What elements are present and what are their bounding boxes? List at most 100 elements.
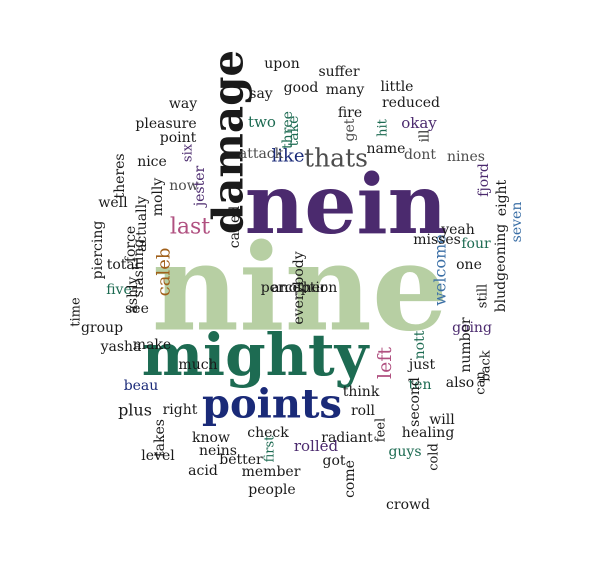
word-member: member <box>242 464 301 480</box>
word-know: know <box>192 430 230 446</box>
word-plus: plus <box>118 401 152 420</box>
word-will: will <box>429 412 455 428</box>
word-dont: dont <box>404 147 436 163</box>
word-thats: thats <box>304 144 368 173</box>
word-force: force <box>123 226 139 262</box>
word-good: good <box>284 80 319 96</box>
word-name: name <box>367 141 406 157</box>
word-level: level <box>141 448 175 464</box>
word-neins: neins <box>199 443 237 459</box>
word-bludgeoning: bludgeoning <box>493 224 509 313</box>
word-ten: ten <box>409 377 432 393</box>
word-nines: nines <box>447 149 485 165</box>
word-suffer: suffer <box>318 64 359 80</box>
word-way: way <box>169 96 197 112</box>
word-two: two <box>248 113 276 131</box>
word-radiant: radiant <box>321 430 373 446</box>
word-actually: actually <box>134 196 150 252</box>
word-points: points <box>202 381 342 428</box>
word-misses: misses <box>413 232 461 248</box>
word-well: well <box>98 195 128 211</box>
word-fjord: fjord <box>476 163 492 197</box>
word-reduced: reduced <box>382 95 440 111</box>
word-called: called <box>227 206 243 248</box>
word-number: number <box>458 317 474 373</box>
word-like: like <box>271 146 304 167</box>
word-molly: molly <box>150 178 166 217</box>
word-come: come <box>342 460 358 498</box>
word-one: one <box>456 257 482 273</box>
word-also: also <box>446 375 474 391</box>
word-little: little <box>381 79 414 95</box>
word-rolled: rolled <box>294 437 339 455</box>
word-still: still <box>476 284 491 308</box>
word-pleasure: pleasure <box>135 116 196 132</box>
word-crowd: crowd <box>386 497 430 513</box>
word-left: left <box>374 347 396 379</box>
word-feel: feel <box>374 418 389 442</box>
word-guys: guys <box>388 444 421 460</box>
word-ashly: ashly <box>125 276 141 313</box>
word-attack: attack <box>239 146 284 162</box>
word-everybody: everybody <box>291 251 307 324</box>
word-acid: acid <box>188 463 218 479</box>
word-last: last <box>170 215 210 240</box>
word-much: much <box>178 357 217 373</box>
word-point: point <box>160 130 197 146</box>
word-check: check <box>247 425 289 441</box>
word-five: five <box>106 282 132 298</box>
word-nine: nine <box>152 218 448 359</box>
word-fire: fire <box>338 105 362 121</box>
word-upon: upon <box>264 56 299 72</box>
word-think: think <box>343 384 380 400</box>
word-four: four <box>461 236 491 252</box>
word-eight: eight <box>494 179 510 216</box>
word-better: better <box>219 452 263 468</box>
word-piercing: piercing <box>90 221 106 280</box>
word-roll: roll <box>351 403 376 419</box>
word-hit: hit <box>376 118 391 137</box>
word-jester: jester <box>192 165 208 208</box>
word-mighty: mighty <box>142 321 371 389</box>
word-just: just <box>407 357 436 373</box>
word-take: take <box>286 116 302 147</box>
word-healing: healing <box>402 425 455 441</box>
word-see: see <box>125 301 149 317</box>
word-can: can <box>474 371 489 395</box>
word-group: group <box>81 320 123 336</box>
word-ill: ill <box>418 130 433 142</box>
word-time: time <box>69 297 84 327</box>
word-perception: perception <box>261 280 338 296</box>
word-yeah: yeah <box>440 222 475 238</box>
word-caleb: caleb <box>154 248 175 297</box>
word-nein: nein <box>245 157 448 253</box>
word-another: another <box>271 280 327 296</box>
word-yasha: yasha <box>100 339 142 355</box>
word-first: first <box>263 435 278 463</box>
word-make: make <box>133 337 171 353</box>
word-slashing: slashing <box>131 239 147 298</box>
word-seven: seven <box>509 202 525 243</box>
word-okay: okay <box>401 114 437 132</box>
word-got: got <box>322 453 345 469</box>
word-going: going <box>452 320 492 336</box>
word-get: get <box>342 118 358 141</box>
word-nott: nott <box>412 330 428 359</box>
word-say: say <box>249 86 273 102</box>
word-three: three <box>280 111 296 149</box>
word-theres: theres <box>112 153 128 198</box>
word-many: many <box>326 82 365 98</box>
word-right: right <box>163 402 198 418</box>
word-cold: cold <box>427 443 442 471</box>
word-nice: nice <box>137 154 167 170</box>
word-six: six <box>181 143 196 162</box>
word-now: now <box>169 178 198 194</box>
word-welcome: welcome <box>431 234 450 306</box>
word-takes: takes <box>152 419 168 457</box>
word-back: back <box>479 350 494 381</box>
word-beau: beau <box>124 378 159 394</box>
word-second: second <box>407 377 423 427</box>
word-total: total <box>107 257 140 273</box>
word-damage: damage <box>204 50 253 234</box>
